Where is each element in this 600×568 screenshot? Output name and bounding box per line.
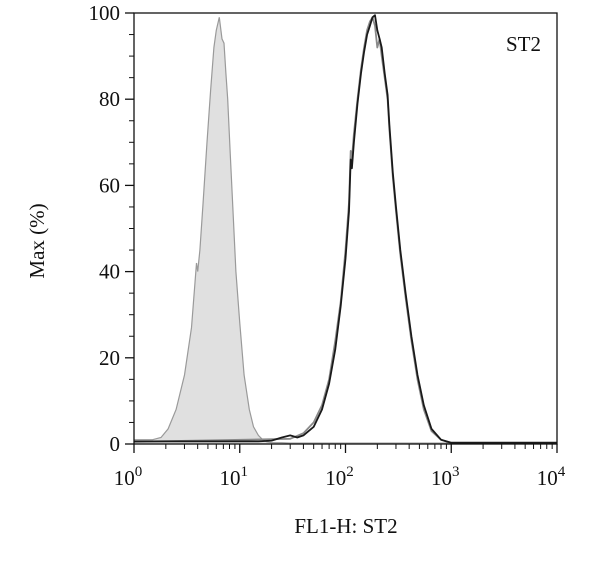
axes-layer: 0 20 40 60 80 100 100 101 102 103 104 [89,1,566,490]
x-tick-label: 104 [537,464,566,490]
y-tick-label: 0 [110,432,121,456]
x-axis-label: FL1-H: ST2 [294,514,397,538]
x-tick-label: 100 [114,464,143,490]
series-2-line [134,14,557,444]
series-layer [133,14,557,445]
y-tick-label: 40 [99,260,120,284]
x-tick-label: 102 [325,464,354,490]
x-tick-label: 101 [220,464,249,490]
chart-annotation: ST2 [506,32,541,56]
series-0-area [134,17,557,445]
y-tick-label: 100 [89,1,121,25]
y-tick-label: 80 [99,87,120,111]
y-axis-label: Max (%) [25,203,49,278]
y-tick-label: 20 [99,346,120,370]
x-tick-label: 103 [431,464,460,490]
series-0-outline [134,17,557,444]
y-tick-label: 60 [99,173,120,197]
